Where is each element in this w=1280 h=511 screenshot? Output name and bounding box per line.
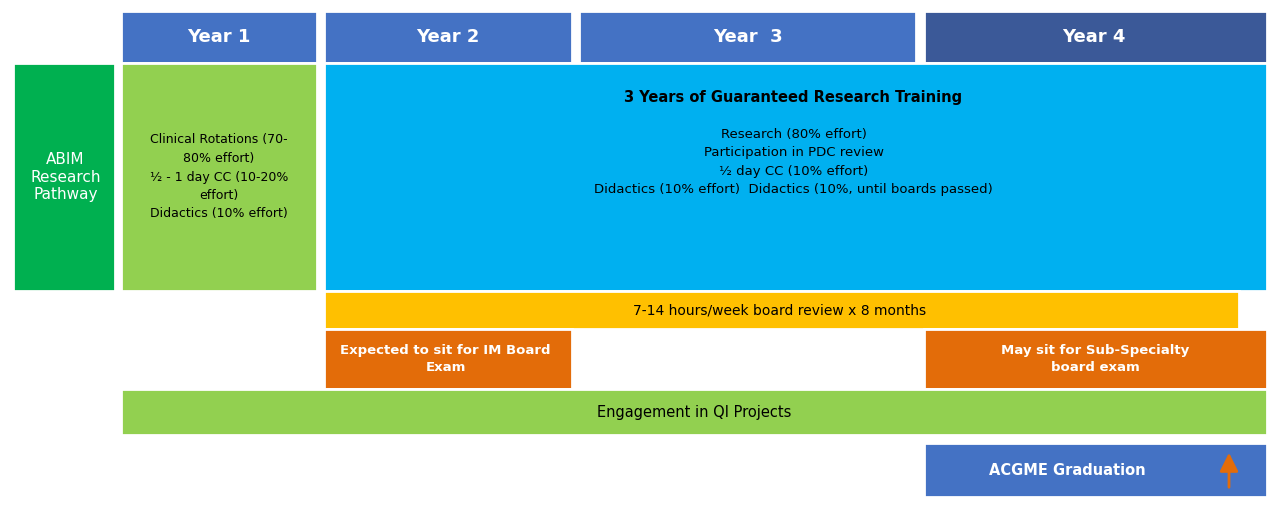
Text: ABIM
Research
Pathway: ABIM Research Pathway — [31, 152, 101, 202]
Text: Year 2: Year 2 — [416, 28, 479, 46]
Text: 3 Years of Guaranteed Research Training: 3 Years of Guaranteed Research Training — [625, 90, 963, 105]
Text: 7-14 hours/week board review x 8 months: 7-14 hours/week board review x 8 months — [632, 303, 925, 317]
Bar — [122, 389, 1267, 435]
Bar — [122, 11, 316, 63]
Bar — [923, 443, 1267, 497]
Text: Expected to sit for IM Board
Exam: Expected to sit for IM Board Exam — [340, 344, 550, 374]
Bar — [324, 329, 571, 389]
Bar — [324, 11, 571, 63]
Bar — [579, 11, 916, 63]
Text: Year 4: Year 4 — [1062, 28, 1125, 46]
Bar — [324, 291, 1239, 329]
Bar — [122, 63, 316, 291]
Text: May sit for Sub-Specialty
board exam: May sit for Sub-Specialty board exam — [1001, 344, 1189, 374]
Text: Clinical Rotations (70-
80% effort)
½ - 1 day CC (10-20%
effort)
Didactics (10% : Clinical Rotations (70- 80% effort) ½ - … — [150, 133, 288, 221]
Bar — [923, 11, 1267, 63]
Bar — [923, 329, 1267, 389]
Bar — [324, 63, 1267, 291]
Text: Engagement in QI Projects: Engagement in QI Projects — [596, 405, 791, 420]
Text: Year 1: Year 1 — [187, 28, 251, 46]
Text: ACGME Graduation: ACGME Graduation — [989, 462, 1146, 477]
Text: Research (80% effort)
Participation in PDC review
½ day CC (10% effort)
Didactic: Research (80% effort) Participation in P… — [594, 128, 993, 197]
Text: Year  3: Year 3 — [713, 28, 782, 46]
Bar — [13, 63, 114, 291]
